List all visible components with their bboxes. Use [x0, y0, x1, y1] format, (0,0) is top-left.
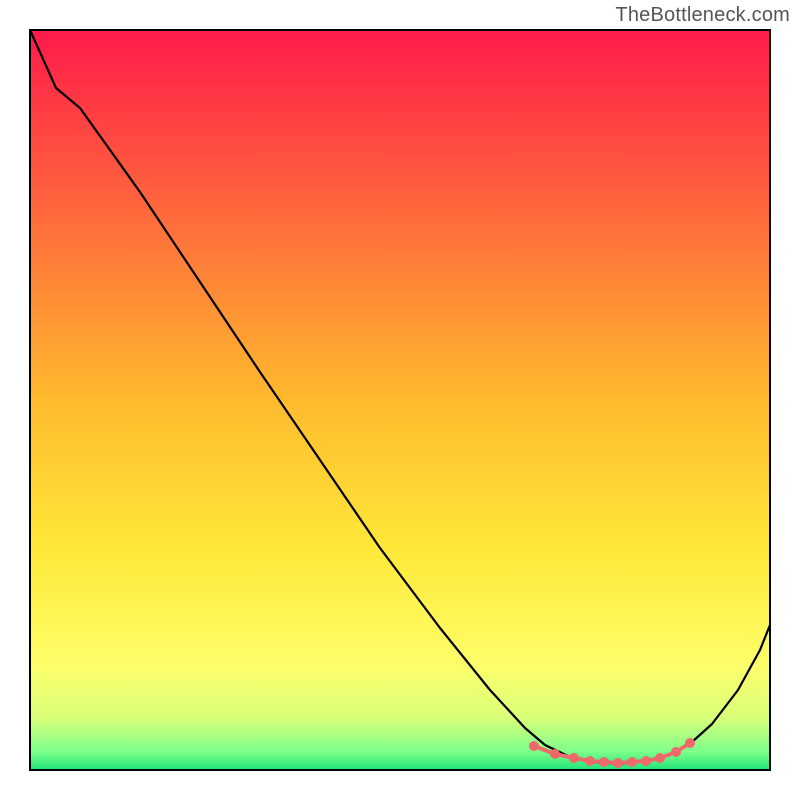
chart-svg — [0, 0, 800, 800]
watermark-text: TheBottleneck.com — [615, 4, 790, 27]
optimal-marker — [529, 741, 539, 751]
optimal-marker — [599, 757, 609, 767]
optimal-marker — [671, 747, 681, 757]
optimal-marker — [641, 756, 651, 766]
optimal-marker — [655, 753, 665, 763]
optimal-marker — [627, 757, 637, 767]
plot-background — [30, 30, 770, 770]
optimal-marker — [585, 756, 595, 766]
optimal-marker — [685, 738, 695, 748]
optimal-marker — [569, 753, 579, 763]
optimal-marker — [550, 749, 560, 759]
optimal-marker — [613, 758, 623, 768]
bottleneck-chart: TheBottleneck.com — [0, 0, 800, 800]
